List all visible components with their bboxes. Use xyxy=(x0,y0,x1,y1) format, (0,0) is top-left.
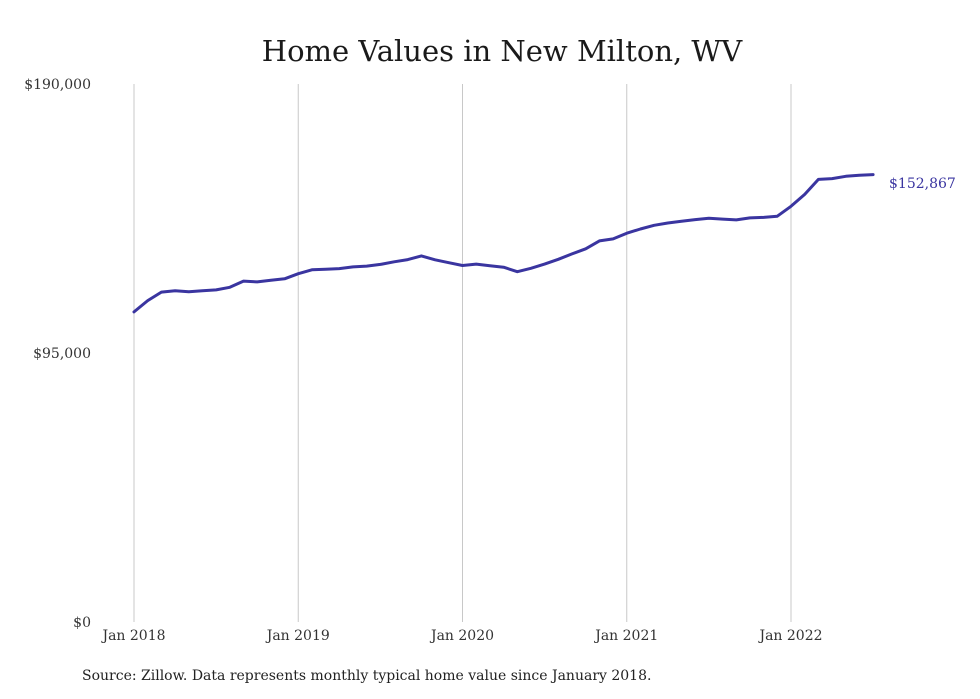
series-line-0 xyxy=(132,173,875,314)
x-tick-label: Jan 2020 xyxy=(429,628,494,644)
x-tick-label: Jan 2019 xyxy=(265,628,330,644)
x-tick-label: Jan 2021 xyxy=(593,628,658,644)
y-tick-label: $0 xyxy=(73,615,91,631)
source-note: Source: Zillow. Data represents monthly … xyxy=(82,668,652,684)
y-tick-label: $95,000 xyxy=(33,346,91,362)
end-value-label: $152,867 xyxy=(889,176,956,192)
x-axis-tick-labels: Jan 2018 Jan 2019 Jan 2020 Jan 2021 Jan 2022 xyxy=(100,628,822,644)
chart-title: Home Values in New Milton, WV xyxy=(262,34,743,68)
y-tick-label: $190,000 xyxy=(24,77,91,93)
series-group xyxy=(132,173,875,314)
x-tick-label: Jan 2018 xyxy=(100,628,165,644)
y-axis-tick-labels: $0 $95,000 $190,000 xyxy=(24,77,91,631)
gridlines xyxy=(133,84,792,622)
x-tick-label: Jan 2022 xyxy=(757,628,822,644)
